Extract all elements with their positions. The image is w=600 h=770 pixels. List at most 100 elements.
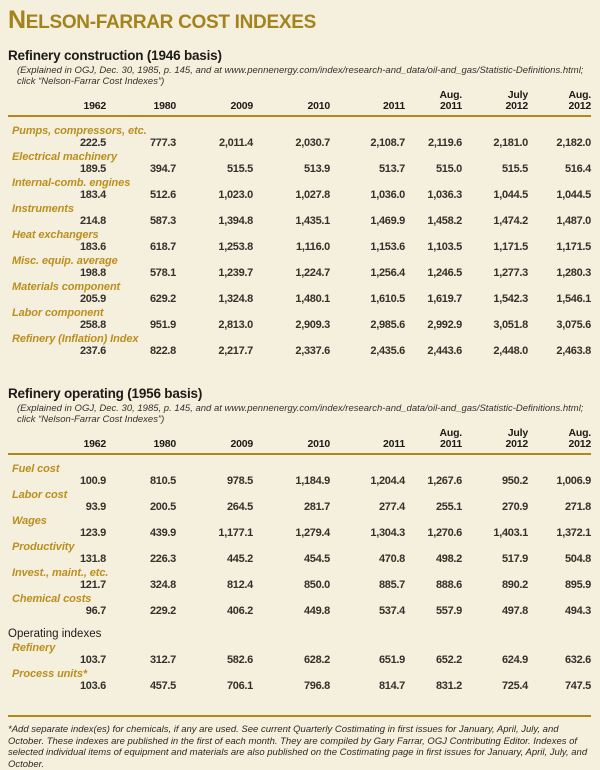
row-value: 1,184.9: [295, 475, 330, 487]
row-value: 978.5: [226, 475, 253, 487]
row-value: 1,279.4: [295, 527, 330, 539]
refinery-operating-heading: Refinery operating (1956 basis): [8, 386, 203, 401]
row-value: 226.3: [149, 553, 176, 565]
row-value: 2,992.9: [427, 319, 462, 331]
refinery-construction-heading: Refinery construction (1946 basis): [8, 48, 222, 63]
row-value: 618.7: [149, 241, 176, 253]
row-value: 2,443.6: [427, 345, 462, 357]
row-value: 895.9: [564, 579, 591, 591]
row-value: 258.8: [79, 319, 106, 331]
row-value: 445.2: [226, 553, 253, 565]
column-header-2011: 2011: [330, 88, 405, 117]
row-value: 950.2: [501, 475, 528, 487]
row-value: 515.0: [435, 163, 462, 175]
column-header-1980: 1980: [106, 426, 176, 455]
section-refinery-operating: Refinery operating (1956 basis) (Explain…: [8, 386, 591, 693]
row-value: 2,182.0: [556, 137, 591, 149]
row-value: 1,044.5: [493, 189, 528, 201]
row-value: 777.3: [149, 137, 176, 149]
row-value: 2,030.7: [295, 137, 330, 149]
column-header-1962: 1962: [8, 88, 106, 117]
row-value: 1,277.3: [493, 267, 528, 279]
row-value: 504.8: [564, 553, 591, 565]
row-value: 513.9: [303, 163, 330, 175]
row-label: Electrical machinery: [12, 151, 118, 163]
row-value: 93.9: [85, 501, 107, 513]
row-value: 1,044.5: [556, 189, 591, 201]
row-value: 512.6: [149, 189, 176, 201]
row-value: 831.2: [435, 680, 462, 692]
row-label: Misc. equip. average: [12, 255, 118, 267]
row-value: 557.9: [435, 605, 462, 617]
operating-indexes-subhead: Operating indexes: [8, 628, 102, 640]
row-value: 3,075.6: [556, 319, 591, 331]
table-row: 103.6 457.5 706.1 796.8 814.7 831.2 725.4 747.5: [8, 680, 591, 693]
row-value: 271.8: [564, 501, 591, 513]
row-value: 205.9: [79, 293, 106, 305]
row-value: 222.5: [79, 137, 106, 149]
row-value: 2,119.6: [428, 137, 462, 149]
section-divider-gap: [8, 358, 591, 386]
row-value: 454.5: [303, 553, 330, 565]
row-value: 578.1: [149, 267, 176, 279]
row-value: 439.9: [149, 527, 176, 539]
table-row: 214.8 587.3 1,394.8 1,435.1 1,469.9 1,458.2 1,…: [8, 215, 591, 228]
refinery-construction-table: 1962 1980 2009 2010 2011 Aug. 2011 July 2012 Aug.…: [8, 88, 591, 358]
column-header-2009: 2009: [176, 426, 253, 455]
row-value: 121.7: [79, 579, 106, 591]
row-value: 651.9: [378, 654, 405, 666]
row-label: Refinery (Inflation) Index: [12, 333, 139, 345]
row-value: 1,619.7: [427, 293, 462, 305]
row-value: 515.5: [501, 163, 528, 175]
row-value: 885.7: [378, 579, 405, 591]
row-label: Wages: [12, 515, 47, 527]
row-value: 1,403.1: [493, 527, 528, 539]
row-label: Internal-comb. engines: [12, 177, 131, 189]
row-value: 497.8: [501, 605, 528, 617]
row-value: 1,036.0: [370, 189, 405, 201]
row-value: 1,116.0: [296, 241, 330, 253]
row-value: 888.6: [435, 579, 462, 591]
row-value: 537.4: [378, 605, 405, 617]
row-value: 2,985.6: [370, 319, 405, 331]
row-value: 200.5: [149, 501, 176, 513]
row-value: 652.2: [435, 654, 462, 666]
row-value: 214.8: [79, 215, 106, 227]
row-value: 624.9: [501, 654, 528, 666]
row-value: 96.7: [85, 605, 107, 617]
column-header-1962: 1962: [8, 426, 106, 455]
row-value: 131.8: [79, 553, 106, 565]
row-value: 513.7: [378, 163, 405, 175]
row-value: 1,177.1: [218, 527, 253, 539]
row-label: Labor component: [12, 307, 104, 319]
table-row: 189.5 394.7 515.5 513.9 513.7 515.0 515.5 516.4: [8, 163, 591, 176]
table-row: 198.8 578.1 1,239.7 1,224.7 1,256.4 1,246.5 1,…: [8, 267, 591, 280]
row-value: 515.5: [226, 163, 253, 175]
row-value: 1,458.2: [427, 215, 462, 227]
footnote-text: *Add separate index(es) for chemicals, i…: [8, 724, 588, 770]
column-header-2010: 2010: [253, 426, 330, 455]
refinery-operating-table: 1962 1980 2009 2010 2011 Aug. 2011 July 2012 Aug.…: [8, 426, 591, 693]
row-value: 312.7: [149, 654, 176, 666]
row-label: Pumps, compressors, etc.: [12, 125, 147, 137]
row-label: Labor cost: [12, 489, 68, 501]
row-value: 2,011.4: [219, 137, 253, 149]
row-value: 1,304.3: [370, 527, 405, 539]
row-value: 2,181.0: [493, 137, 528, 149]
row-value: 1,224.7: [295, 267, 330, 279]
page-title-initial: N: [8, 6, 26, 34]
column-header-1980: 1980: [106, 88, 176, 117]
row-value: 747.5: [564, 680, 591, 692]
row-value: 2,435.6: [370, 345, 405, 357]
row-label: Refinery: [12, 642, 56, 654]
row-value: 516.4: [564, 163, 591, 175]
row-value: 237.6: [79, 345, 106, 357]
row-value: 1,487.0: [556, 215, 591, 227]
row-label: Process units*: [12, 668, 88, 680]
table-row: 93.9 200.5 264.5 281.7 277.4 255.1 270.9 271.8: [8, 501, 592, 514]
row-value: 1,171.5: [556, 241, 591, 253]
table-row: 123.9 439.9 1,177.1 1,279.4 1,304.3 1,270.6 1,…: [8, 527, 591, 540]
row-value: 725.4: [501, 680, 528, 692]
row-value: 1,280.3: [556, 267, 591, 279]
row-value: 198.8: [79, 267, 106, 279]
